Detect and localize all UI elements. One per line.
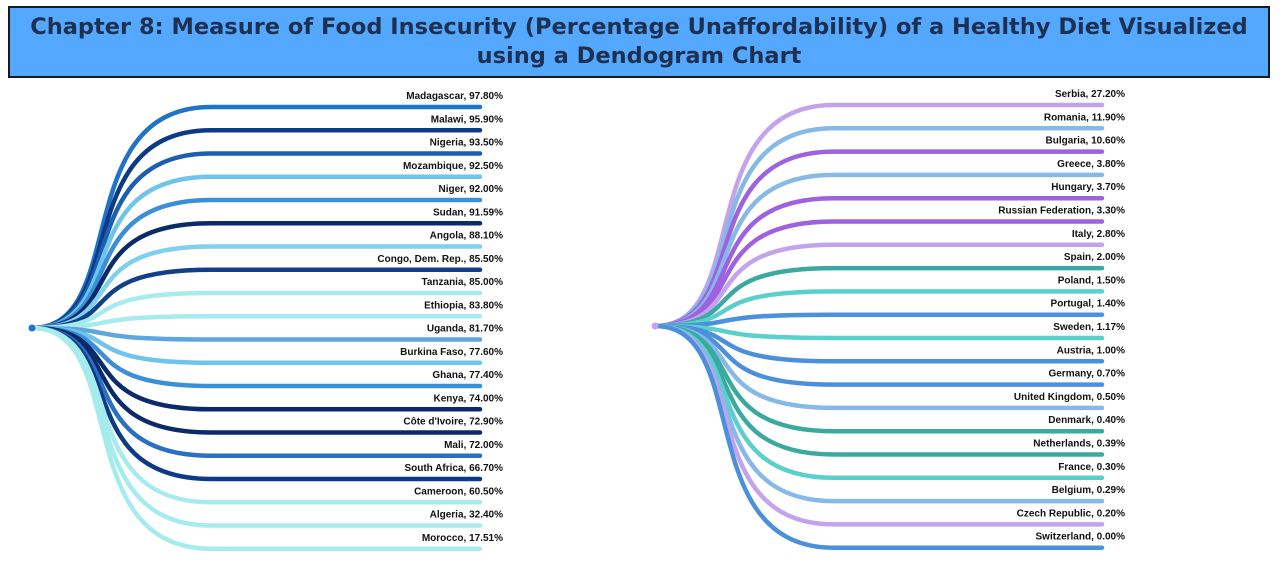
europe-branch-switzerland [652,323,1105,550]
africa-label-niger: Niger, 92.00% [439,184,504,195]
europe-label-austria: Austria, 1.00% [1057,345,1125,356]
africa-label-kenya: Kenya, 74.00% [434,393,504,404]
africa-label-ghana: Ghana, 77.40% [432,370,503,381]
europe-label-germany: Germany, 0.70% [1048,369,1125,380]
europe-label-sweden: Sweden, 1.17% [1053,322,1125,333]
chart-title: Chapter 8: Measure of Food Insecurity (P… [30,14,1248,69]
europe-label-hungary: Hungary, 3.70% [1051,182,1125,193]
europe-label-denmark: Denmark, 0.40% [1048,415,1125,426]
europe-label-czech-republic: Czech Republic, 0.20% [1017,508,1125,519]
chart-title-box: Chapter 8: Measure of Food Insecurity (P… [8,6,1270,78]
africa-label-tanzania: Tanzania, 85.00% [421,277,503,288]
africa-label-nigeria: Nigeria, 93.50% [430,138,503,149]
africa-label-ethiopia: Ethiopia, 83.80% [424,300,503,311]
africa-label-burkina-faso: Burkina Faso, 77.60% [400,347,503,358]
europe-branch-sweden [652,323,1105,341]
europe-label-romania: Romania, 11.90% [1044,112,1125,123]
africa-label-algeria: Algeria, 32.40% [430,510,503,521]
africa-label-mali: Mali, 72.00% [444,440,503,451]
europe-label-spain: Spain, 2.00% [1064,252,1125,263]
europe-label-serbia: Serbia, 27.20% [1055,89,1125,100]
europe-label-belgium: Belgium, 0.29% [1052,485,1125,496]
africa-label-morocco: Morocco, 17.51% [422,533,503,544]
africa-label-south-africa: South Africa, 66.70% [404,463,503,474]
africa-dendrogram: Madagascar, 97.80% Malawi, 95.90% Nigeria,… [28,91,504,551]
europe-label-switzerland: Switzerland, 0.00% [1036,532,1126,543]
europe-label-greece: Greece, 3.80% [1057,159,1125,170]
europe-label-united-kingdom: United Kingdom, 0.50% [1014,392,1125,403]
africa-root-node [28,324,36,332]
europe-label-italy: Italy, 2.80% [1072,229,1125,240]
europe-label-netherlands: Netherlands, 0.39% [1033,439,1125,450]
africa-label-madagascar: Madagascar, 97.80% [406,91,503,102]
africa-label-cameroon: Cameroon, 60.50% [414,486,503,497]
africa-label-angola: Angola, 88.10% [430,231,503,242]
africa-label-mozambique: Mozambique, 92.50% [403,161,503,172]
europe-label-portugal: Portugal, 1.40% [1051,299,1126,310]
africa-label-malawi: Malawi, 95.90% [431,114,503,125]
africa-label-congo-dem-rep: Congo, Dem. Rep., 85.50% [377,254,503,265]
europe-label-russian-federation: Russian Federation, 3.30% [998,206,1125,217]
europe-label-france: France, 0.30% [1058,462,1125,473]
europe-branch-portugal [652,312,1105,329]
europe-label-poland: Poland, 1.50% [1058,275,1125,286]
africa-branch-morocco [29,325,483,551]
europe-root-node [651,322,659,330]
africa-label-sudan: Sudan, 91.59% [433,207,503,218]
africa-label-cote-d-ivoire: Côte d'Ivoire, 72.90% [403,417,503,428]
europe-label-bulgaria: Bulgaria, 10.60% [1046,136,1126,147]
africa-label-uganda: Uganda, 81.70% [427,324,503,335]
